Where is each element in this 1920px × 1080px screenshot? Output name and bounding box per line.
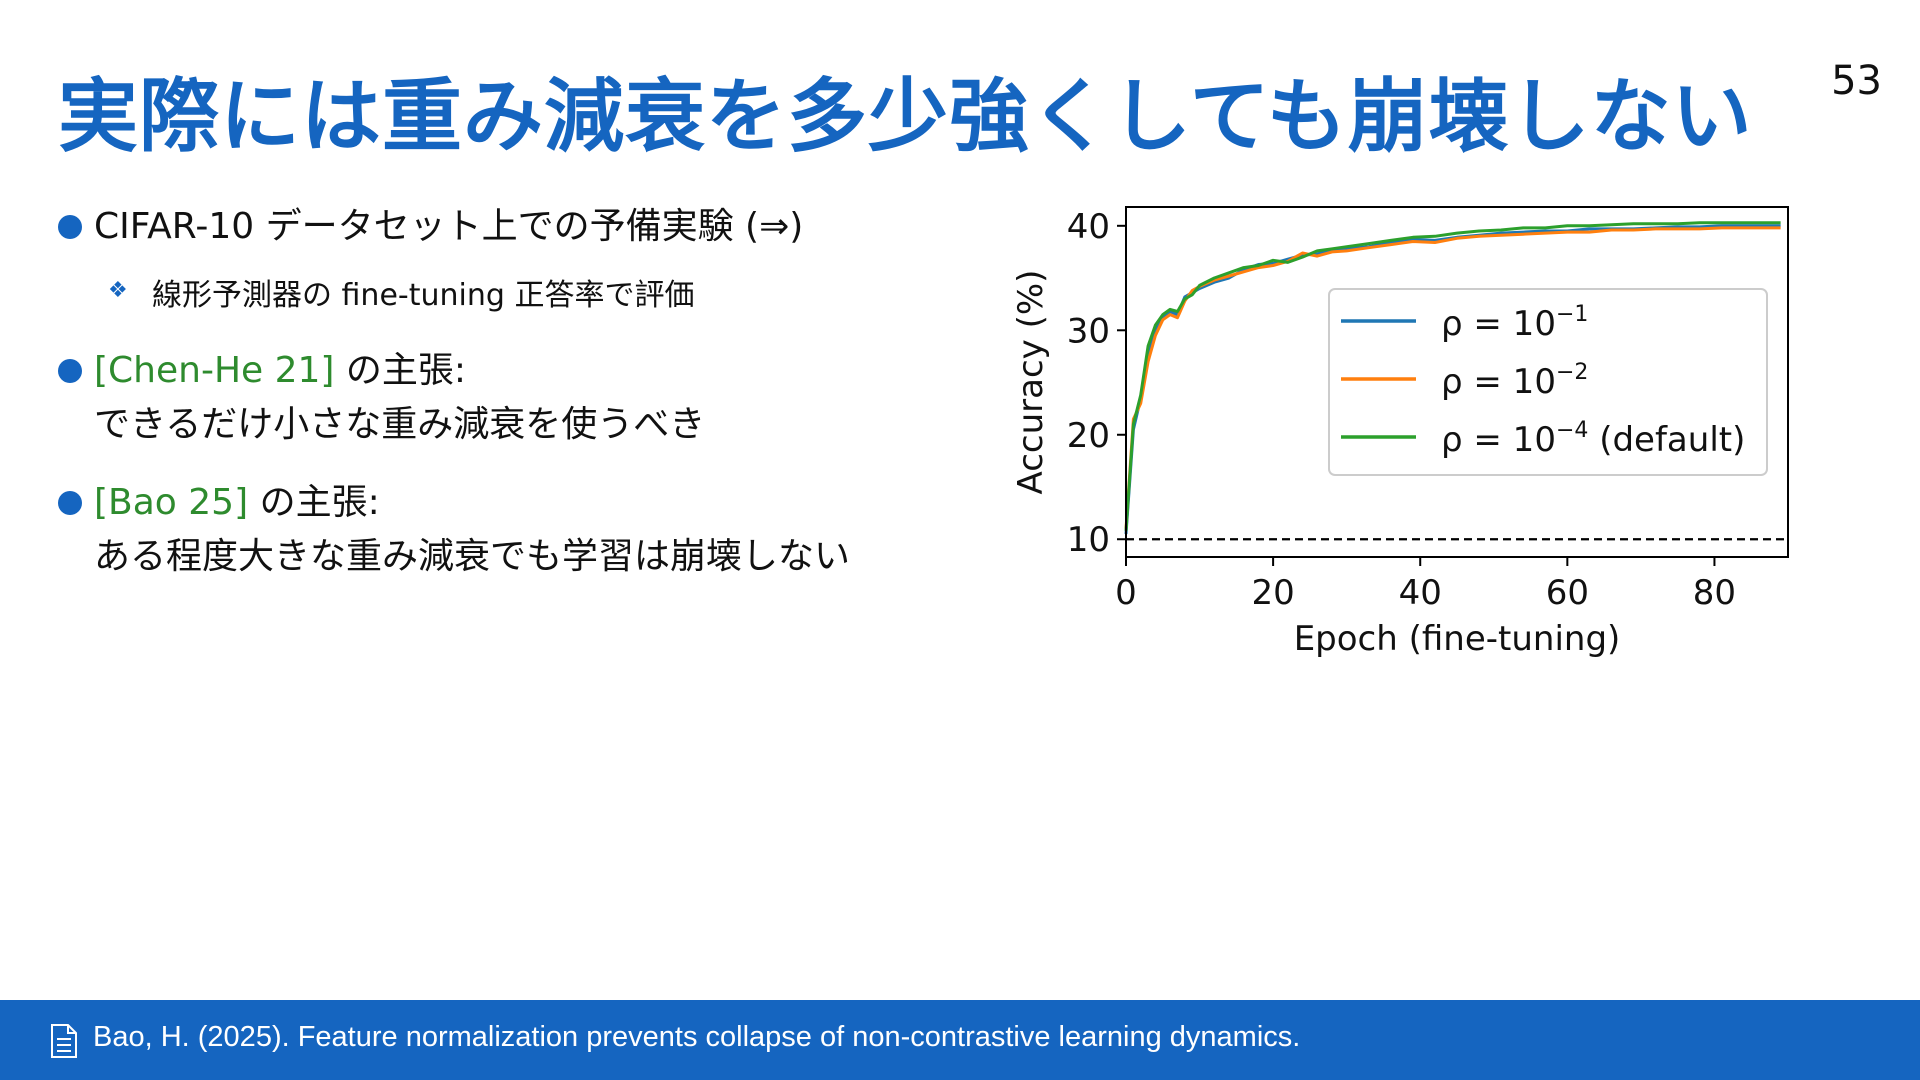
series-line-2 (1124, 226, 1781, 529)
x-tick-label: 80 (1693, 573, 1736, 613)
slide-title: 実際には重み減衰を多少強くしても崩壊しない (58, 70, 1753, 163)
page-number: 53 (1831, 58, 1882, 104)
accuracy-line-chart: 0 20 40 60 80 10 20 30 40 Epoch (fine-tuning) Accu… (1011, 206, 1789, 659)
reference-text: Bao, H. (2025). Feature normalization pr… (93, 1021, 1301, 1053)
legend-box (1328, 288, 1768, 476)
chart-legend: ρ = 10−1 ρ = 10−2 ρ = 10−4 (default) (1328, 288, 1768, 476)
plot-frame (1125, 206, 1789, 558)
x-axis-label: Epoch (fine-tuning) (1294, 619, 1621, 659)
y-tick-label: 40 (1067, 207, 1110, 247)
y-tick-label: 20 (1067, 416, 1110, 456)
x-tick-label: 0 (1115, 573, 1137, 613)
bullet-continuation-text: ある程度大きな重み減衰でも学習は崩壊しない (94, 536, 851, 577)
bullet-continuation-text: できるだけ小さな重み減衰を使うべき (94, 404, 706, 445)
y-axis-label: Accuracy (%) (1011, 270, 1051, 495)
x-tick-label: 40 (1399, 573, 1442, 613)
citation-link[interactable]: [Bao 25] (94, 482, 249, 523)
legend-entry-2: ρ = 10−2 (1441, 360, 1588, 402)
document-icon (51, 1024, 77, 1058)
legend-entry-1: ρ = 10−1 (1441, 302, 1588, 344)
y-tick-label: 30 (1067, 311, 1110, 351)
bullet-text: の主張: (248, 482, 380, 523)
bullet-text: CIFAR-10 データセット上での予備実験 (⇒) (94, 206, 804, 247)
bullet-text: の主張: (334, 350, 467, 391)
sub-bullet-text: 線形予測器の fine-tuning 正答率で評価 (152, 278, 695, 313)
legend-entry-3: ρ = 10−4 (default) (1441, 418, 1745, 460)
y-tick-label: 10 (1067, 520, 1110, 560)
x-tick-label: 20 (1251, 573, 1294, 613)
x-tick-label: 60 (1546, 573, 1589, 613)
diamond-bullet-icon: ❖ (108, 278, 128, 303)
citation-link[interactable]: [Chen-He 21] (94, 350, 335, 391)
bullet-dot-icon (58, 215, 82, 239)
bullet-dot-icon (58, 491, 82, 515)
bullet-dot-icon (58, 359, 82, 383)
footer-bar: Bao, H. (2025). Feature normalization pr… (0, 1000, 1920, 1080)
series-line-3 (1124, 221, 1781, 532)
